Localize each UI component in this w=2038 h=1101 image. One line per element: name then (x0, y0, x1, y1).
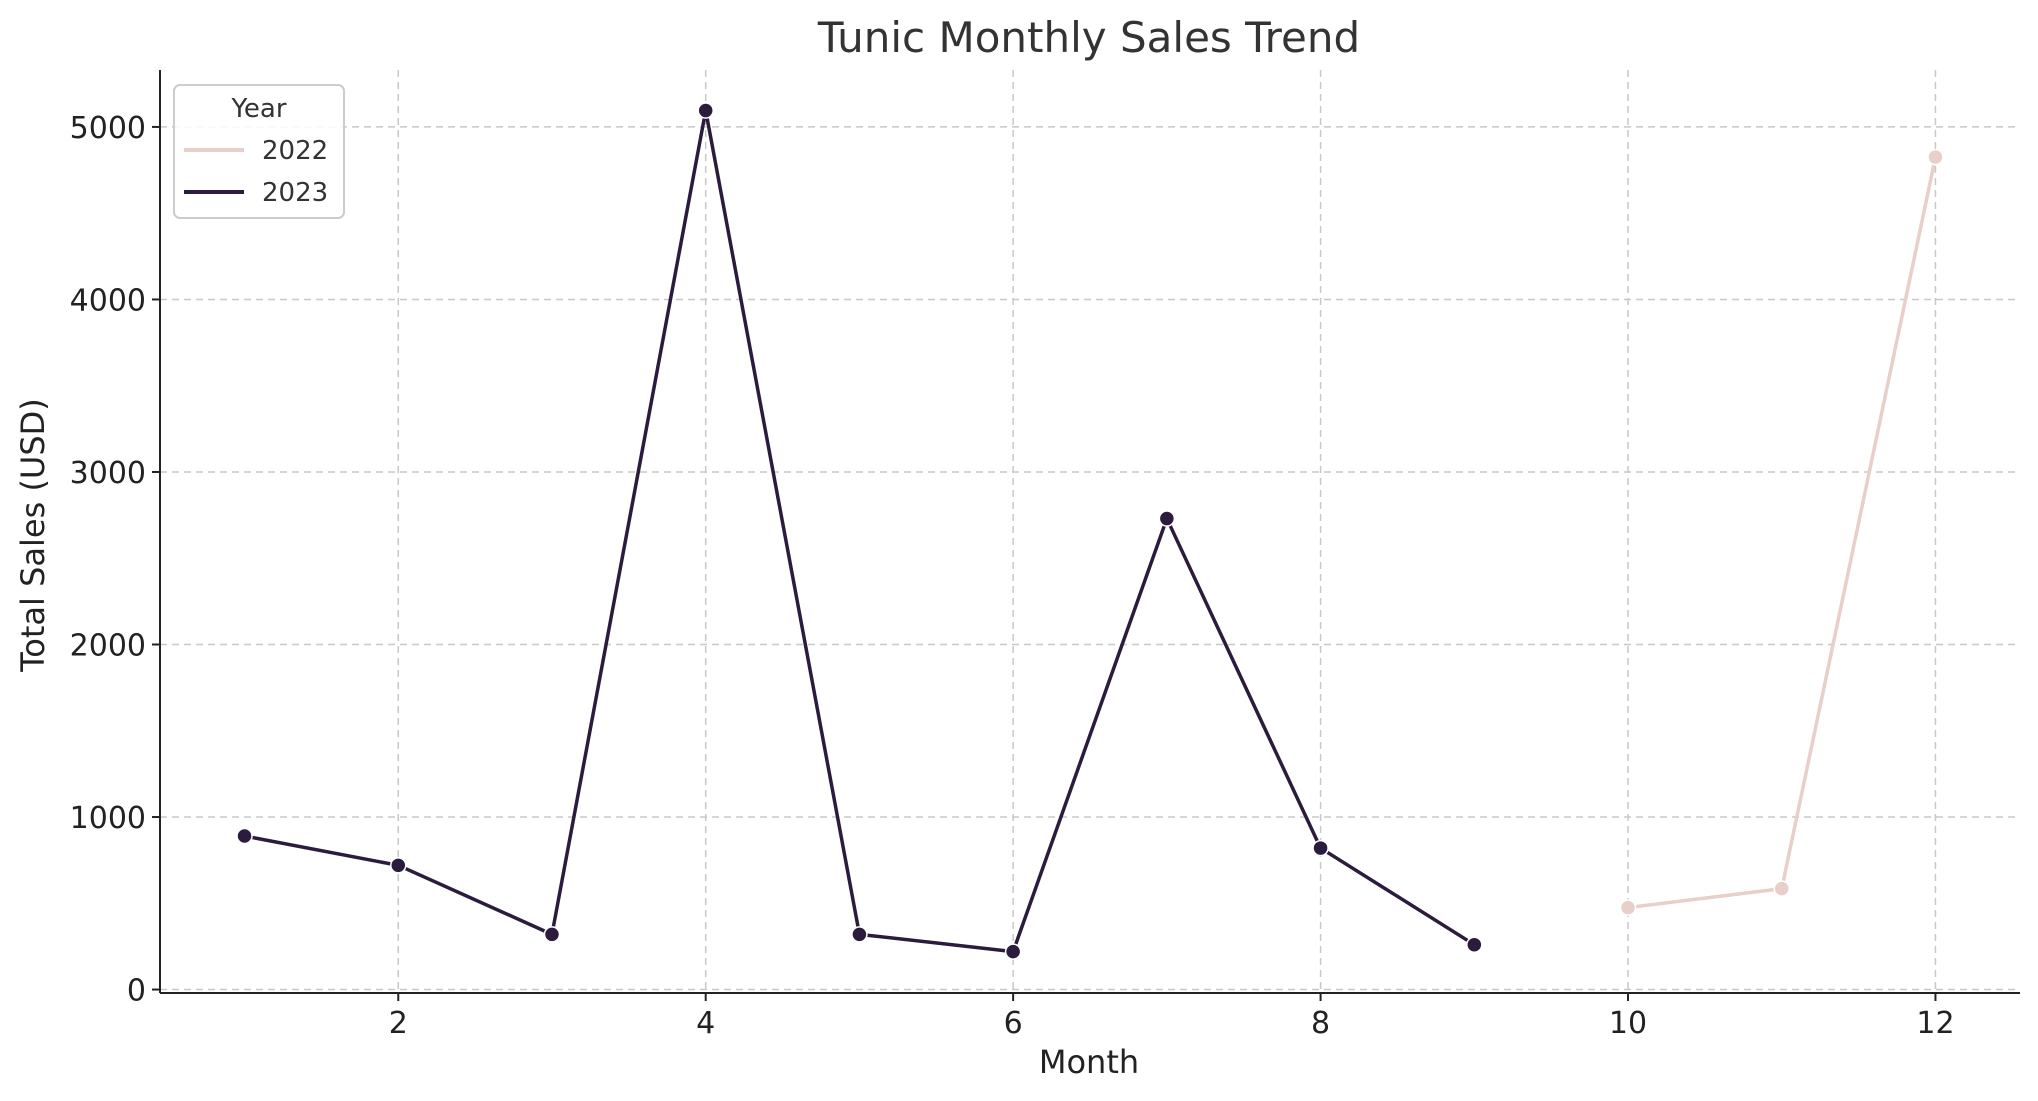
legend-label-2022: 2022 (262, 136, 328, 166)
legend: Year 2022 2023 (173, 84, 345, 219)
y-tick-label: 0 (127, 974, 146, 1009)
x-tick-label: 8 (1311, 1006, 1330, 1041)
data-point-2023 (851, 926, 868, 943)
y-tick-label: 3000 (70, 456, 146, 491)
data-point-2023 (1158, 510, 1176, 527)
axes: 2 4 6 8 10 12 0 1000 2000 3000 4000 5000 (70, 70, 2020, 1041)
data-point-2023 (1004, 943, 1022, 960)
data-point-2023 (1312, 839, 1329, 857)
series-line-2023 (242, 108, 1477, 954)
legend-label-2023: 2023 (262, 178, 328, 208)
x-axis-label: Month (1039, 1043, 1139, 1081)
chart-title: Tunic Monthly Sales Trend (817, 13, 1360, 62)
series-line-2022 (1626, 155, 1938, 910)
data-point-2022 (1619, 899, 1637, 916)
data-point-2023 (390, 857, 407, 874)
grid (160, 70, 2020, 993)
data-point-2022 (1927, 148, 1944, 166)
data-point-2023 (697, 102, 714, 119)
y-tick-label: 5000 (70, 111, 146, 146)
legend-title: Year (230, 94, 286, 124)
data-point-2022 (1773, 880, 1790, 897)
data-point-2023 (543, 926, 561, 943)
legend-box (173, 84, 345, 219)
x-tick-label: 6 (1004, 1006, 1023, 1041)
series-layer (236, 102, 1944, 960)
y-tick-label: 1000 (70, 801, 146, 836)
x-tick-label: 10 (1609, 1006, 1647, 1041)
series-2022 (1619, 148, 1944, 916)
y-axis-label: Total Sales (USD) (14, 398, 52, 673)
x-tick-label: 12 (1916, 1006, 1954, 1041)
y-tick-label: 4000 (70, 283, 146, 318)
series-2023 (236, 102, 1483, 960)
y-tick-label: 2000 (70, 629, 146, 664)
x-tick-label: 2 (389, 1006, 408, 1041)
data-point-2023 (236, 827, 253, 845)
data-point-2023 (1466, 936, 1483, 953)
x-tick-label: 4 (696, 1006, 715, 1041)
